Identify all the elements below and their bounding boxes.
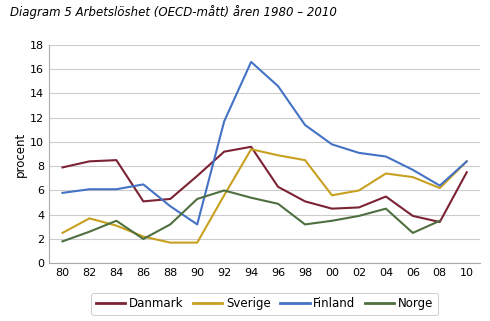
Sverige	[275, 153, 281, 157]
Sverige	[356, 188, 362, 192]
Line: Danmark: Danmark	[63, 147, 467, 222]
Norge	[141, 237, 147, 241]
Danmark	[168, 197, 173, 201]
Finland	[383, 155, 389, 159]
Danmark	[383, 195, 389, 198]
Sverige	[464, 160, 470, 163]
Sverige	[437, 186, 443, 190]
Norge	[437, 219, 443, 223]
Line: Finland: Finland	[63, 62, 467, 224]
Sverige	[141, 235, 147, 239]
Norge	[195, 197, 200, 201]
Sverige	[221, 193, 227, 197]
Danmark	[113, 158, 119, 162]
Legend: Danmark, Sverige, Finland, Norge: Danmark, Sverige, Finland, Norge	[91, 293, 438, 315]
Norge	[248, 196, 254, 200]
Danmark	[356, 205, 362, 209]
Finland	[356, 151, 362, 155]
Danmark	[141, 199, 147, 203]
Sverige	[248, 147, 254, 151]
Danmark	[195, 174, 200, 178]
Finland	[248, 60, 254, 64]
Finland	[60, 191, 66, 195]
Sverige	[410, 175, 416, 179]
Finland	[87, 187, 93, 191]
Norge	[60, 239, 66, 243]
Danmark	[329, 207, 335, 211]
Sverige	[329, 193, 335, 197]
Finland	[329, 143, 335, 146]
Norge	[410, 231, 416, 235]
Sverige	[302, 158, 308, 162]
Sverige	[195, 241, 200, 245]
Danmark	[60, 166, 66, 169]
Norge	[275, 202, 281, 206]
Finland	[410, 168, 416, 172]
Norge	[356, 214, 362, 218]
Line: Sverige: Sverige	[63, 149, 467, 243]
Norge	[302, 222, 308, 226]
Sverige	[168, 241, 173, 245]
Finland	[195, 222, 200, 226]
Line: Norge: Norge	[63, 190, 440, 241]
Norge	[87, 230, 93, 234]
Finland	[302, 123, 308, 127]
Norge	[168, 222, 173, 226]
Sverige	[60, 231, 66, 235]
Danmark	[248, 145, 254, 149]
Danmark	[221, 150, 227, 153]
Danmark	[275, 185, 281, 189]
Y-axis label: procent: procent	[14, 132, 27, 177]
Finland	[141, 182, 147, 186]
Norge	[329, 219, 335, 223]
Sverige	[113, 224, 119, 228]
Norge	[221, 188, 227, 192]
Danmark	[437, 220, 443, 224]
Danmark	[464, 170, 470, 174]
Finland	[464, 160, 470, 163]
Finland	[221, 119, 227, 123]
Norge	[383, 207, 389, 211]
Text: Diagram 5 Arbetslöshet (OECD-mått) åren 1980 – 2010: Diagram 5 Arbetslöshet (OECD-mått) åren …	[10, 5, 337, 19]
Finland	[275, 84, 281, 88]
Norge	[113, 219, 119, 223]
Danmark	[410, 214, 416, 218]
Danmark	[302, 199, 308, 203]
Finland	[437, 184, 443, 187]
Finland	[168, 204, 173, 208]
Danmark	[87, 160, 93, 163]
Finland	[113, 187, 119, 191]
Sverige	[383, 171, 389, 175]
Sverige	[87, 216, 93, 220]
